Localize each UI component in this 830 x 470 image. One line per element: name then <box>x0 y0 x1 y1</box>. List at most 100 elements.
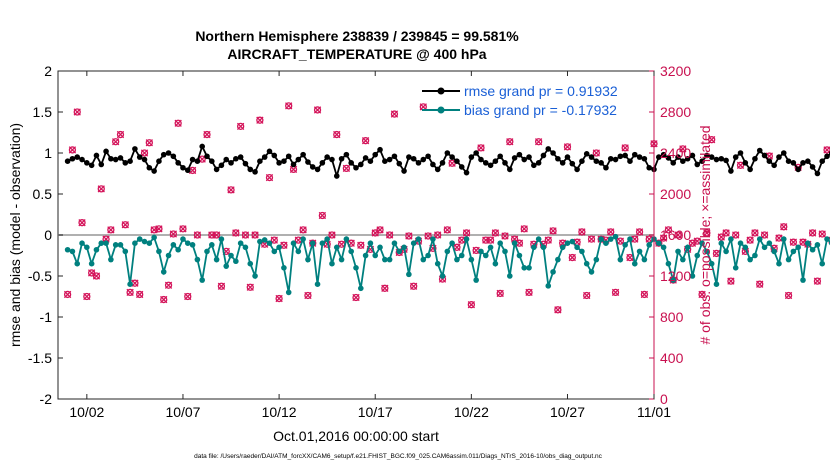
y-right-tick-label: 2400 <box>660 145 691 161</box>
obs-possible-circle <box>385 231 394 239</box>
bias-point <box>497 240 503 246</box>
obs-assimilated-cross <box>789 238 798 246</box>
bias-point <box>713 281 720 288</box>
obs-assimilated-cross <box>780 223 788 231</box>
obs-marker <box>635 228 644 236</box>
obs-assimilated-cross <box>554 306 562 314</box>
obs-marker <box>361 137 370 145</box>
obs-assimilated-cross <box>434 231 442 239</box>
obs-possible-circle <box>818 230 826 238</box>
bias-point <box>752 252 758 259</box>
rmse-point <box>430 161 436 168</box>
bias-point <box>535 236 542 242</box>
obs-possible-circle <box>97 185 105 193</box>
bias-point <box>430 236 436 242</box>
bias-point <box>127 281 133 288</box>
obs-assimilated-cross <box>232 229 240 237</box>
bias-point <box>564 240 571 246</box>
obs-possible-circle <box>698 290 706 299</box>
obs-marker <box>525 288 533 297</box>
obs-assimilated-cross <box>63 290 72 299</box>
obs-marker <box>241 231 250 239</box>
x-tick-label: 10/22 <box>454 404 489 420</box>
obs-marker <box>246 283 254 291</box>
rmse-point <box>487 162 494 169</box>
obs-marker <box>746 236 754 244</box>
obs-marker <box>664 226 673 234</box>
rmse-point <box>406 154 412 160</box>
bias-point <box>694 252 701 259</box>
rmse-point <box>607 155 614 162</box>
obs-possible-circle <box>73 108 81 116</box>
obs-assimilated-cross <box>635 228 644 236</box>
rmse-point <box>122 160 129 166</box>
x-tick-label: 10/02 <box>69 404 104 420</box>
rmse-point <box>809 164 816 170</box>
obs-assimilated-cross <box>390 110 399 118</box>
obs-marker <box>780 223 788 231</box>
rmse-point <box>699 158 705 164</box>
bias-point <box>622 242 628 248</box>
bias-point <box>593 256 600 263</box>
obs-marker <box>179 225 187 233</box>
bias-point <box>574 244 580 251</box>
obs-possible-circle <box>823 146 830 154</box>
rmse-point <box>463 169 470 176</box>
obs-possible-circle <box>520 225 528 233</box>
obs-assimilated-cross <box>477 144 485 152</box>
obs-assimilated-cross <box>659 234 668 242</box>
rmse-point <box>88 162 95 169</box>
bias-point <box>723 248 729 255</box>
bias-point <box>353 265 359 271</box>
rmse-point <box>141 156 148 163</box>
y-left-tick-label: -1.5 <box>28 350 52 366</box>
bias-point <box>358 285 364 292</box>
x-axis-label: Oct.01,2016 00:00:00 start <box>273 428 439 444</box>
rmse-point <box>319 160 326 166</box>
obs-possible-circle <box>227 186 235 194</box>
obs-possible-circle <box>83 292 91 301</box>
bias-point <box>728 236 734 242</box>
obs-marker <box>554 306 562 314</box>
obs-possible-circle <box>477 144 485 152</box>
rmse-point <box>824 153 830 160</box>
obs-assimilated-cross <box>92 272 101 280</box>
rmse-point <box>473 150 479 156</box>
rmse-point <box>756 147 763 154</box>
obs-assimilated-cross <box>328 231 336 239</box>
y-right-tick-label: 1600 <box>660 227 691 243</box>
bias-point <box>569 238 576 245</box>
obs-marker <box>784 291 793 300</box>
obs-marker <box>674 231 682 239</box>
obs-assimilated-cross <box>664 226 673 234</box>
obs-possible-circle <box>107 226 115 234</box>
rmse-point <box>362 155 369 161</box>
obs-assimilated-cross <box>424 232 432 240</box>
rmse-point <box>540 152 547 159</box>
rmse-point <box>276 160 282 166</box>
obs-marker <box>611 288 620 297</box>
obs-marker <box>145 139 153 147</box>
bias-point <box>141 238 148 245</box>
obs-assimilated-cross <box>563 143 572 151</box>
rmse-point <box>478 156 484 163</box>
obs-possible-circle <box>592 149 600 157</box>
obs-possible-circle <box>357 241 365 249</box>
bias-point <box>213 256 220 263</box>
rmse-point <box>401 168 407 174</box>
obs-assimilated-cross <box>640 290 649 299</box>
bias-point <box>194 256 201 263</box>
obs-marker <box>174 119 182 127</box>
obs-marker <box>112 138 120 146</box>
bias-point <box>189 242 196 248</box>
bias-point <box>290 240 297 246</box>
rmse-point <box>343 151 350 158</box>
obs-possible-circle <box>208 231 216 239</box>
rmse-point <box>420 156 427 163</box>
obs-marker <box>136 290 144 299</box>
obs-marker <box>808 229 817 237</box>
rmse-point <box>64 158 71 164</box>
legend-bias-marker <box>437 106 445 114</box>
obs-marker <box>549 227 557 235</box>
rmse-point <box>309 164 316 170</box>
